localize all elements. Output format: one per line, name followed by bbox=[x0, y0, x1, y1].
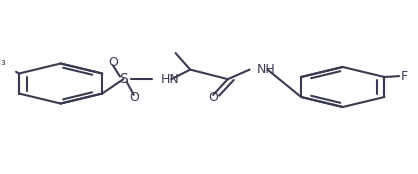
Text: CH₃: CH₃ bbox=[0, 57, 6, 67]
Text: O: O bbox=[129, 91, 139, 104]
Text: O: O bbox=[108, 56, 118, 69]
Text: F: F bbox=[401, 70, 408, 83]
Text: HN: HN bbox=[161, 73, 180, 86]
Text: NH: NH bbox=[257, 63, 276, 76]
Text: S: S bbox=[119, 72, 127, 86]
Text: O: O bbox=[208, 91, 218, 104]
